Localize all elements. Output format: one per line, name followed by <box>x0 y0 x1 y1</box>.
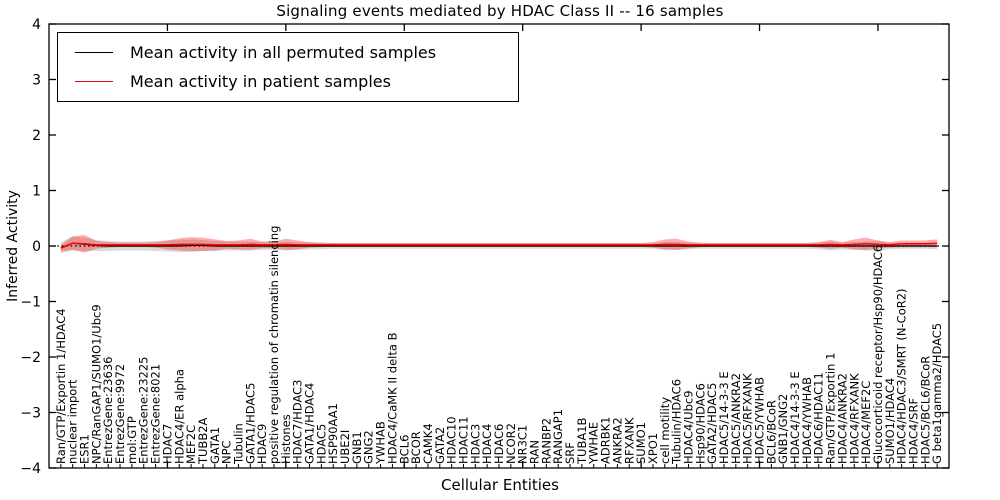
x-category-label: Hsp90/HDAC6 <box>693 383 707 464</box>
x-category-label: NPC <box>220 440 234 464</box>
legend-entry-patient: Mean activity in patient samples <box>58 67 518 96</box>
x-category-label: nuclear import <box>66 379 80 464</box>
x-category-label: GNB1/GNG2 <box>776 394 790 464</box>
x-category-label: NR3C1 <box>516 425 530 464</box>
x-category-label: GNB1 <box>350 431 364 464</box>
x-category-label: G beta1gamma2/HDAC5 <box>930 323 944 464</box>
y-axis-title: Inferred Activity <box>5 190 21 302</box>
y-tick-label: 4 <box>32 17 41 33</box>
y-tick-label: −1 <box>20 295 41 311</box>
x-category-label: GATA2 <box>433 427 447 464</box>
x-category-label: positive regulation of chromatin silenci… <box>267 226 281 464</box>
x-category-label: HDAC4/CaMK II delta B <box>385 332 399 464</box>
x-category-label: HDAC4/YWHAB <box>800 377 814 464</box>
x-category-label: HDAC10 <box>445 416 459 464</box>
x-category-label: BCL6 <box>397 435 411 464</box>
x-category-label: MEF2C <box>184 425 198 464</box>
x-category-label: HDAC3 <box>468 424 482 464</box>
x-category-label: EntrezGene:8021 <box>149 364 163 464</box>
x-category-label: HSP90AA1 <box>326 403 340 464</box>
x-category-label: NPC/RanGAP1/SUMO1/Ubc9 <box>89 304 103 464</box>
x-category-label: HDAC4 <box>480 424 494 464</box>
x-category-label: YWHAB <box>374 421 388 465</box>
x-category-label: GATA1/HDAC4 <box>303 383 317 464</box>
x-category-label: HDAC5/BCL6/BCoR <box>918 356 932 464</box>
x-category-label: Ran/GTP/Exportin 1/HDAC4 <box>54 308 68 464</box>
legend-entry-permuted: Mean activity in all permuted samples <box>58 38 518 67</box>
x-category-label: EntrezGene:9972 <box>113 364 127 464</box>
x-category-label: HDAC9 <box>255 424 269 464</box>
series-line-permuted <box>60 242 938 249</box>
legend: Mean activity in all permuted samples Me… <box>57 32 519 102</box>
x-category-label: RANGAP1 <box>551 409 565 464</box>
x-category-label: GATA1 <box>208 427 222 464</box>
x-category-label: RFXANK <box>622 417 636 464</box>
x-category-label: HDAC5/ANKRA2 <box>729 373 743 464</box>
y-tick-label: 1 <box>32 184 41 200</box>
x-category-label: HDAC7/HDAC3 <box>291 380 305 465</box>
x-category-label: Glucocorticoid receptor/Hsp90/HDAC6 <box>871 245 885 464</box>
series-line-patient <box>60 242 938 249</box>
x-category-label: cell motility <box>658 397 672 464</box>
legend-label-patient: Mean activity in patient samples <box>130 72 391 91</box>
x-category-label: TUBB2A <box>196 417 210 465</box>
legend-label-permuted: Mean activity in all permuted samples <box>130 43 437 62</box>
x-category-label: HDAC11 <box>456 416 470 464</box>
y-tick-label: −3 <box>20 406 41 422</box>
x-category-label: HDAC4/ANKRA2 <box>835 373 849 464</box>
x-category-label: CAMK4 <box>421 423 435 464</box>
y-tick-label: 3 <box>32 73 41 89</box>
x-category-label: Histones <box>279 414 293 464</box>
x-category-label: GATA1/HDAC5 <box>243 383 257 464</box>
band-patient <box>60 234 938 253</box>
x-category-label: HDAC6 <box>492 424 506 464</box>
x-category-label: BCL6/BCoR <box>764 400 778 464</box>
x-category-label: mol:GTP <box>125 416 139 464</box>
x-category-label: YWHAE <box>587 422 601 465</box>
x-category-label: Tubulin <box>231 423 245 465</box>
legend-line-sample-permuted <box>75 52 113 53</box>
x-category-label: NCOR2 <box>504 423 518 464</box>
chart-title: Signaling events mediated by HDAC Class … <box>276 2 724 20</box>
y-tick-label: −4 <box>20 461 41 477</box>
x-category-label: HDAC4/MEF2C <box>859 381 873 464</box>
x-category-label: HDAC5/RFXANK <box>741 373 755 464</box>
x-category-label: HDAC7 <box>160 424 174 464</box>
x-category-label: UBE2I <box>338 430 352 464</box>
y-tick-label: 2 <box>32 128 41 144</box>
x-category-label: Tubulin/HDAC6 <box>670 379 684 465</box>
x-category-label: EntrezGene:23225 <box>137 357 151 464</box>
x-category-label: HDAC6/HDAC11 <box>812 372 826 464</box>
x-category-label: HDAC4/Ubc9 <box>681 390 695 464</box>
x-category-label: GATA2/HDAC5 <box>705 383 719 464</box>
x-category-label: HDAC5 <box>314 424 328 464</box>
y-tick-label: −2 <box>20 350 41 366</box>
x-category-label: HDAC5/YWHAB <box>753 377 767 464</box>
x-category-label: BCOR <box>409 431 423 464</box>
x-category-label: XPO1 <box>646 433 660 464</box>
x-category-label: GNG2 <box>362 430 376 464</box>
x-category-label: EntrezGene:23636 <box>101 357 115 464</box>
x-category-label: HDAC4/SRF <box>906 398 920 464</box>
x-category-label: Ran/GTP/Exportin 1 <box>824 353 838 464</box>
legend-line-sample-patient <box>75 81 113 82</box>
x-category-label: RAN <box>528 440 542 464</box>
x-category-label: SRF <box>563 442 577 464</box>
x-category-label: ANKRA2 <box>610 417 624 464</box>
x-category-label: HDAC5/14-3-3 E <box>717 371 731 464</box>
x-category-label: TUBA1B <box>575 417 589 465</box>
x-category-label: RANBP2 <box>539 418 553 464</box>
x-category-label: ADRBK1 <box>599 417 613 464</box>
x-category-label: HDAC4/RFXANK <box>847 373 861 464</box>
x-axis-title: Cellular Entities <box>441 476 559 494</box>
x-category-label: SUMO1 <box>634 422 648 464</box>
x-category-label: HDAC4/14-3-3 E <box>788 371 802 464</box>
x-category-label: HDAC4/HDAC3/SMRT (N-CoR2) <box>895 288 909 464</box>
x-category-label: ESR1 <box>78 434 92 464</box>
x-category-label: SUMO1/HDAC4 <box>883 378 897 464</box>
x-category-label: HDAC4/ER alpha <box>172 369 186 464</box>
y-tick-label: 0 <box>32 239 41 255</box>
